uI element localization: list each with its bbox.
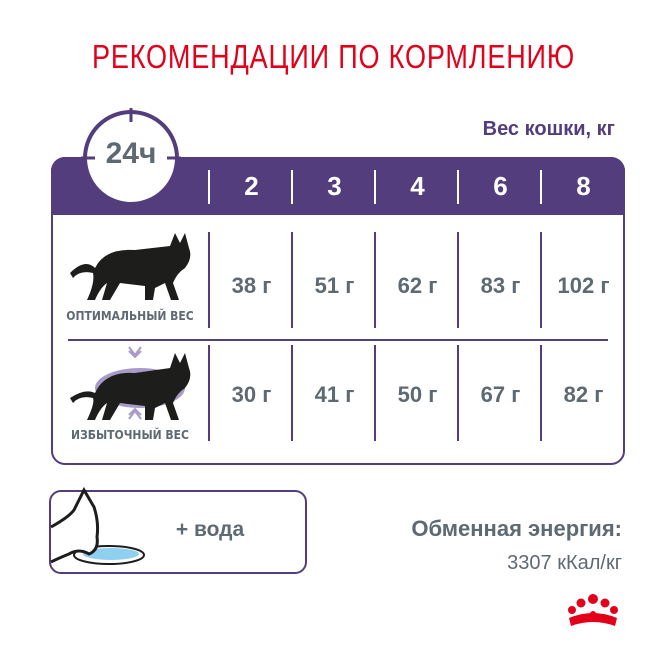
table-cell: 67 г: [480, 382, 521, 407]
table-cell: 38 г: [231, 273, 272, 298]
column-divider: [374, 345, 376, 441]
energy-value: 3307 кКал/кг: [507, 552, 622, 574]
column-divider: [457, 232, 459, 328]
table-cell: 50 г: [397, 382, 438, 407]
column-divider: [374, 232, 376, 328]
column-divider: [208, 232, 210, 328]
cat-overweight-icon: [70, 346, 191, 420]
water-label: + вода: [175, 518, 245, 541]
table-cell: 51 г: [314, 273, 355, 298]
header-separator: [374, 170, 376, 204]
table-cell: 41 г: [314, 382, 355, 407]
row-divider: [68, 339, 608, 341]
table-cell: 82 г: [563, 382, 604, 407]
cat-optimal-icon: [70, 233, 191, 300]
weight-header: 8: [576, 171, 591, 201]
row-label: ИЗБЫТОЧНЫЙ ВЕС: [71, 428, 189, 442]
weight-header: 6: [493, 171, 508, 201]
header-separator: [457, 170, 459, 204]
header-separator: [208, 170, 210, 204]
weight-header: 3: [327, 171, 342, 201]
weight-label: Вес кошки, кг: [482, 118, 615, 140]
table-cell: 30 г: [231, 382, 272, 407]
row-label: ОПТИМАЛЬНЫЙ ВЕС: [66, 309, 194, 323]
column-divider: [208, 345, 210, 441]
cat-drinking-icon: [50, 486, 145, 565]
royal-canin-crown-logo: [568, 594, 618, 626]
column-divider: [291, 345, 293, 441]
energy-label: Обменная энергия:: [411, 516, 622, 541]
water-box: [49, 490, 307, 574]
clock-icon: [81, 108, 181, 206]
header-separator: [291, 170, 293, 204]
column-divider: [540, 232, 542, 328]
page-title: РЕКОМЕНДАЦИИ ПО КОРМЛЕНИЮ: [91, 38, 575, 75]
column-divider: [291, 232, 293, 328]
table-cell: 83 г: [480, 273, 521, 298]
table-cell: 102 г: [557, 273, 610, 298]
header-separator: [540, 170, 542, 204]
column-divider: [457, 345, 459, 441]
table-cell: 62 г: [397, 273, 438, 298]
column-divider: [540, 345, 542, 441]
period-label: 24ч: [105, 137, 157, 170]
weight-header: 2: [244, 171, 259, 201]
weight-header: 4: [410, 171, 425, 201]
